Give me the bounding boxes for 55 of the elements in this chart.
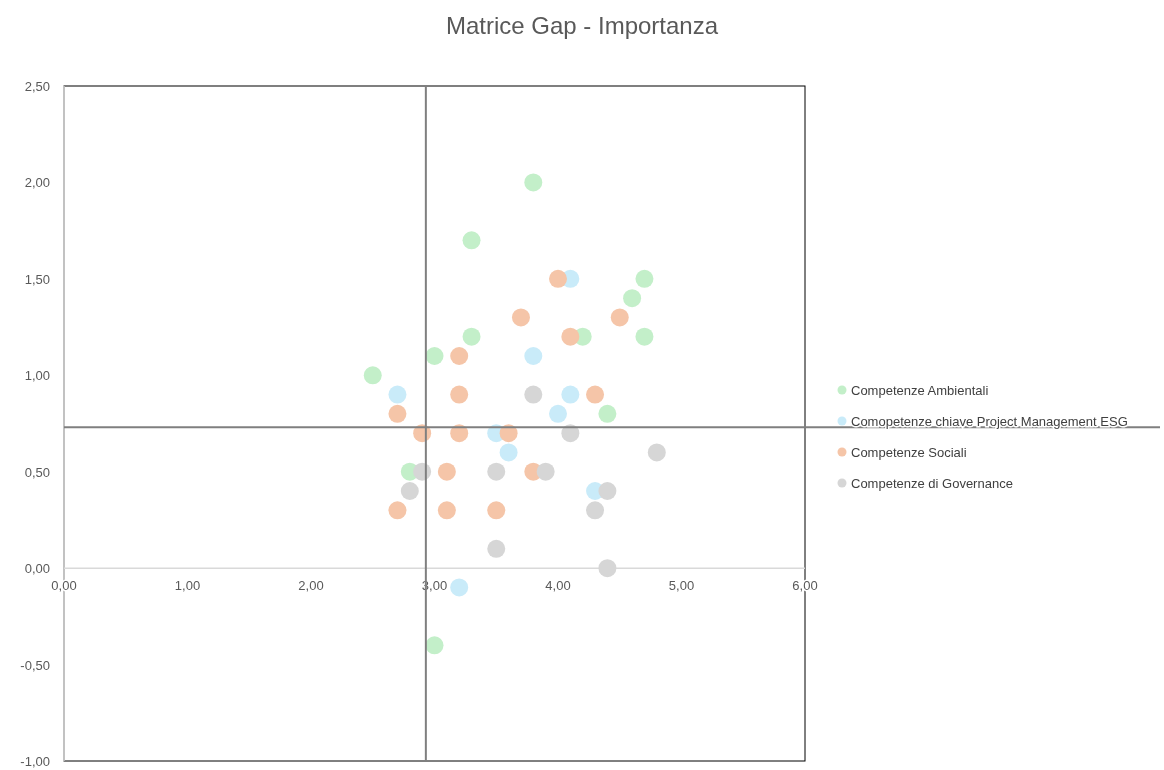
point bbox=[388, 404, 407, 423]
y-tick-label: 1,00 bbox=[24, 368, 50, 384]
point bbox=[499, 443, 518, 462]
point bbox=[425, 636, 444, 655]
point bbox=[524, 347, 543, 365]
x-tick-label: 0,00 bbox=[51, 578, 77, 594]
y-tick-label: 0,50 bbox=[24, 464, 50, 480]
point bbox=[536, 462, 555, 481]
y-tick-label: -1,00 bbox=[20, 754, 50, 769]
legend-label: Competenze di Governance bbox=[851, 476, 1013, 491]
legend-label: Comopetenze chiave Project Management ESG bbox=[851, 414, 1128, 429]
point bbox=[425, 347, 444, 365]
x-tick-label: 2,00 bbox=[298, 578, 324, 594]
point bbox=[450, 347, 469, 365]
point bbox=[450, 385, 469, 404]
point bbox=[437, 501, 456, 520]
y-tick-label: -0,50 bbox=[20, 657, 50, 673]
point bbox=[561, 385, 580, 404]
x-tick-label: 1,00 bbox=[174, 578, 201, 594]
point bbox=[598, 482, 617, 500]
point bbox=[524, 173, 543, 192]
point bbox=[635, 327, 654, 346]
y-tick-label: 2,50 bbox=[24, 79, 50, 94]
point bbox=[388, 501, 407, 520]
point bbox=[549, 404, 567, 423]
y-tick-label: 2,00 bbox=[24, 175, 50, 191]
point bbox=[487, 501, 506, 520]
point bbox=[462, 231, 481, 250]
y-tick-label: 1,50 bbox=[24, 271, 50, 287]
legend-label: Competenze Ambientali bbox=[851, 383, 989, 398]
point bbox=[598, 559, 617, 578]
point bbox=[462, 327, 481, 346]
point bbox=[635, 269, 654, 288]
point bbox=[561, 327, 580, 346]
point bbox=[586, 501, 605, 520]
point bbox=[400, 482, 419, 500]
point bbox=[623, 289, 642, 308]
point bbox=[437, 462, 456, 481]
point bbox=[610, 308, 629, 327]
point bbox=[363, 366, 382, 385]
point bbox=[549, 269, 567, 288]
point bbox=[524, 385, 543, 404]
point bbox=[487, 462, 506, 481]
x-tick-label: 4,00 bbox=[545, 578, 571, 594]
y-tick-label: 0,00 bbox=[24, 561, 50, 577]
point bbox=[598, 404, 617, 423]
point bbox=[487, 539, 506, 558]
point bbox=[388, 385, 407, 404]
x-tick-label: 5,00 bbox=[668, 578, 695, 594]
point bbox=[511, 308, 530, 327]
point bbox=[450, 578, 469, 597]
chart-title: Matrice Gap - Importanza bbox=[445, 12, 719, 39]
point bbox=[647, 443, 666, 462]
legend-label: Competenze Sociali bbox=[851, 445, 967, 460]
point bbox=[586, 385, 605, 404]
